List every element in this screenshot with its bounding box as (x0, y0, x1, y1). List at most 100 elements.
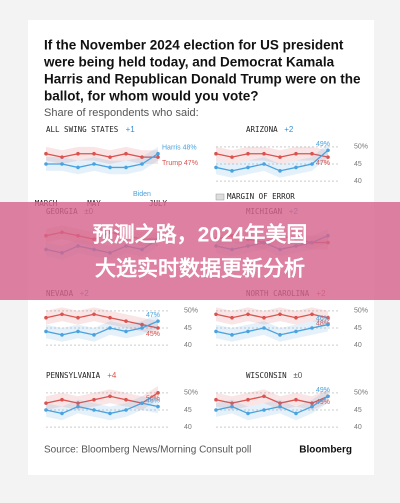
note: MARGIN OF ERROR (227, 192, 295, 201)
lead-annotation: +1 (126, 125, 136, 134)
margin-band (46, 307, 158, 335)
point (60, 397, 64, 402)
series-line (45, 392, 159, 404)
point (214, 312, 218, 317)
point (44, 408, 48, 412)
point (278, 312, 282, 317)
margin-band (216, 317, 328, 342)
y-tick-label: 50% (354, 144, 368, 151)
y-tick-label: 40 (354, 178, 362, 185)
point (140, 162, 144, 166)
point (156, 155, 160, 159)
margin-band (46, 146, 158, 175)
point (278, 169, 282, 173)
point (60, 155, 64, 159)
point (310, 326, 314, 330)
point (92, 162, 96, 166)
y-tick-label: 50% (184, 308, 198, 315)
point (278, 404, 282, 409)
point (230, 155, 234, 159)
banner (0, 202, 400, 300)
note: Biden (133, 191, 151, 198)
series-line (46, 153, 159, 169)
point (156, 326, 160, 330)
point (294, 151, 298, 156)
series-line (45, 320, 159, 336)
point (140, 322, 144, 327)
point (230, 315, 234, 320)
point (140, 326, 144, 330)
series-line (45, 313, 159, 329)
point (326, 148, 330, 153)
y-tick-label: 50% (184, 390, 198, 397)
banner-text: 大选实时数据更新分析 (95, 257, 305, 281)
end-label: Harris 48% (162, 145, 197, 152)
panel-title: ALL SWING STATES (46, 125, 119, 134)
point (76, 404, 80, 409)
panel-title: WISCONSIN (246, 371, 287, 380)
end-label: 45% (146, 331, 160, 338)
note-box (215, 193, 225, 201)
point (124, 151, 128, 156)
point (326, 322, 330, 327)
point (230, 401, 234, 405)
point (92, 151, 96, 156)
point (246, 165, 250, 170)
series-line (215, 313, 329, 319)
point (156, 319, 160, 323)
point (124, 408, 128, 412)
point (326, 394, 330, 399)
point (278, 155, 282, 159)
point (246, 151, 250, 156)
point (310, 404, 314, 409)
point (108, 411, 112, 416)
margin-band (216, 389, 328, 421)
point (92, 408, 96, 412)
end-label: Trump 47% (162, 160, 198, 167)
point (60, 333, 64, 337)
y-tick-label: 40 (354, 424, 362, 431)
point (294, 397, 298, 402)
point (310, 162, 314, 166)
point (92, 333, 96, 337)
point (294, 329, 298, 334)
point (156, 151, 160, 156)
point (294, 315, 298, 320)
point (44, 151, 48, 156)
point (108, 165, 112, 170)
point (262, 315, 266, 320)
series-line (215, 395, 329, 415)
point (76, 315, 80, 320)
lead-annotation: +2 (284, 125, 294, 134)
end-label: 47% (146, 312, 160, 319)
point (108, 326, 112, 330)
point (230, 404, 234, 409)
point (140, 401, 144, 405)
point (310, 401, 314, 405)
lead-annotation: ±0 (293, 371, 302, 380)
point (310, 151, 314, 156)
margin-band (46, 314, 158, 342)
source: Source: Bloomberg News/Morning Consult p… (44, 445, 251, 456)
point (294, 165, 298, 170)
end-label: 49% (316, 141, 330, 148)
point (44, 329, 48, 334)
point (60, 162, 64, 166)
point (278, 401, 282, 405)
point (278, 333, 282, 337)
title-line: were being held today, and Democrat Kama… (43, 55, 335, 70)
end-label: 46% (316, 315, 330, 322)
point (262, 151, 266, 156)
point (44, 162, 48, 166)
banner-text: 预测之路，2024年美国 (93, 223, 308, 247)
point (262, 162, 266, 166)
y-tick-label: 50% (354, 308, 368, 315)
point (262, 394, 266, 399)
y-tick-label: 40 (184, 424, 192, 431)
point (108, 394, 112, 399)
margin-band (46, 396, 158, 421)
y-tick-label: 45 (184, 325, 192, 332)
y-tick-label: 45 (354, 325, 362, 332)
end-label: 46% (146, 397, 160, 404)
